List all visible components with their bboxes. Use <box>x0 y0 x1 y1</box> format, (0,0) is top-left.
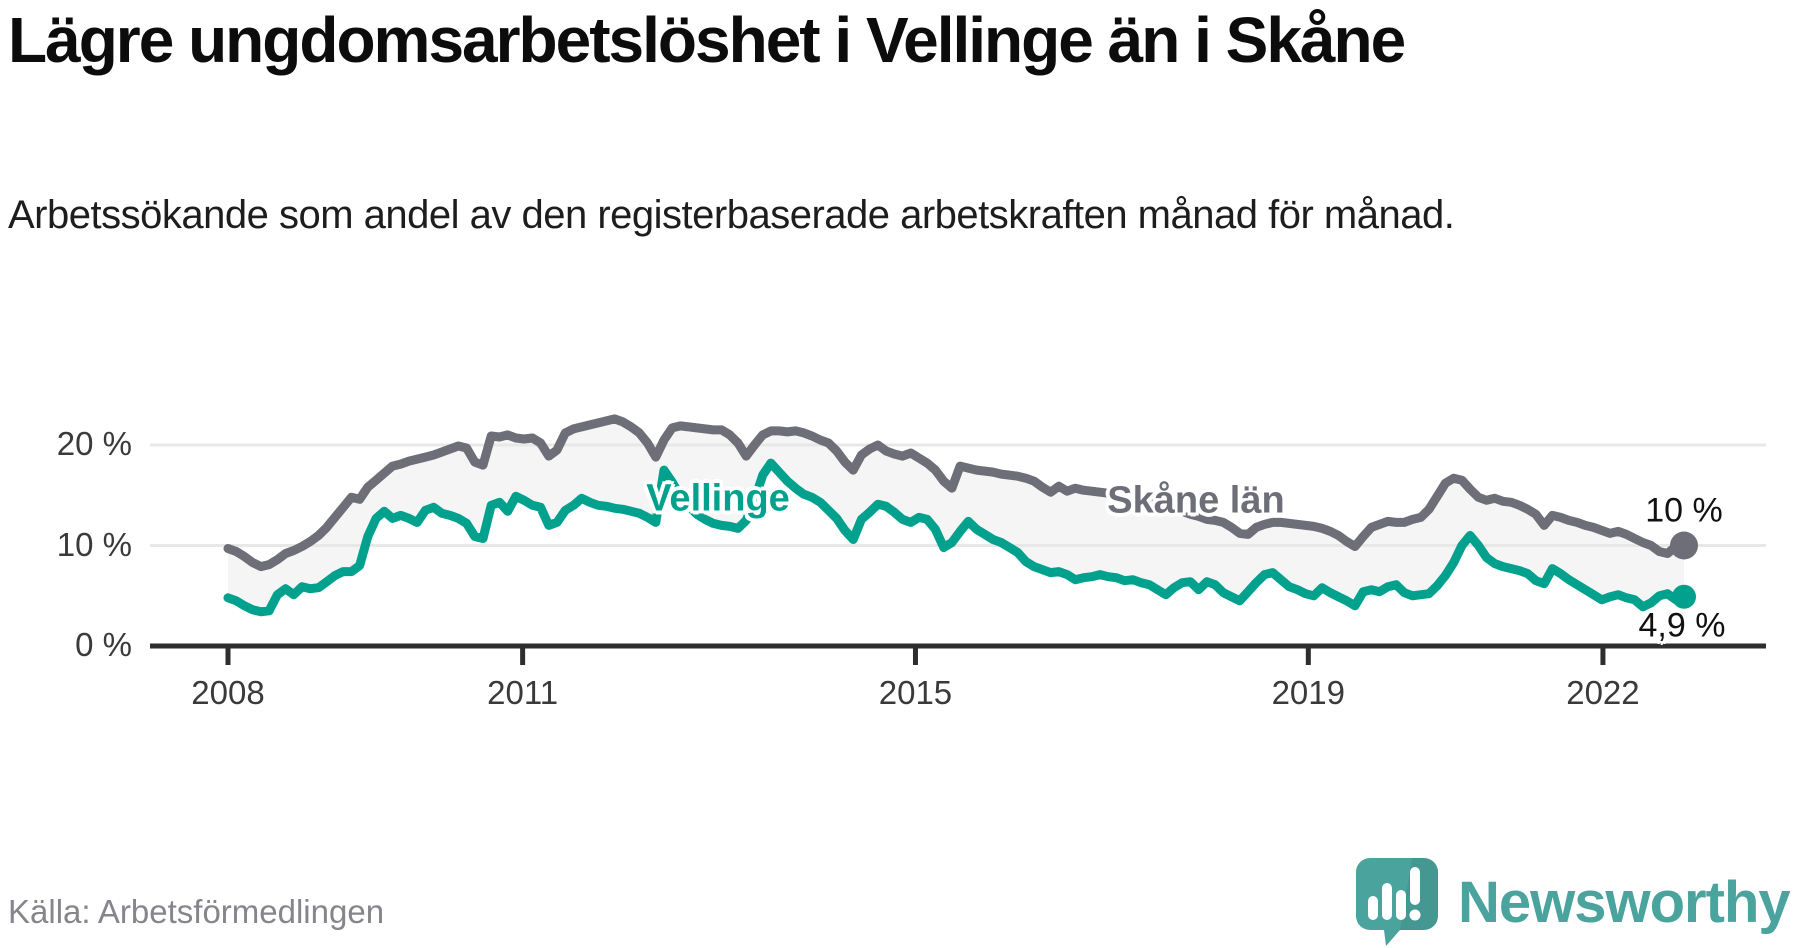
series-gap-band <box>228 418 1684 612</box>
newsworthy-icon <box>1356 858 1438 946</box>
y-axis-label: 10 % <box>56 525 132 563</box>
source-note: Källa: Arbetsförmedlingen <box>8 893 385 930</box>
newsworthy-logo: Newsworthy <box>1354 856 1791 948</box>
end-value-label-vellinge: 4,9 % <box>1638 606 1726 645</box>
x-axis-label: 2015 <box>878 674 953 711</box>
y-axis-label: 0 % <box>75 626 132 663</box>
series-line-vellinge <box>223 458 1689 617</box>
page-subtitle: Arbetssökande som andel av den registerb… <box>8 193 1455 237</box>
series-label-skane: Skåne län <box>1107 479 1285 522</box>
x-axis-label: 2022 <box>1566 674 1640 711</box>
y-axis-label: 20 % <box>56 425 132 462</box>
x-axis-label: 2019 <box>1271 674 1345 711</box>
end-value-label-skane: 10 % <box>1645 491 1723 530</box>
newsworthy-wordmark: Newsworthy <box>1458 869 1791 935</box>
series-line-skane <box>223 414 1689 572</box>
x-axis-label: 2011 <box>487 674 559 711</box>
x-axis-label: 2008 <box>191 674 265 711</box>
page-title: Lägre ungdomsarbetslöshet i Vellinge än … <box>8 4 1406 76</box>
end-dot-skane <box>1670 531 1698 560</box>
end-dot-vellinge <box>1672 584 1696 609</box>
series-label-vellinge: Vellinge <box>646 477 790 520</box>
